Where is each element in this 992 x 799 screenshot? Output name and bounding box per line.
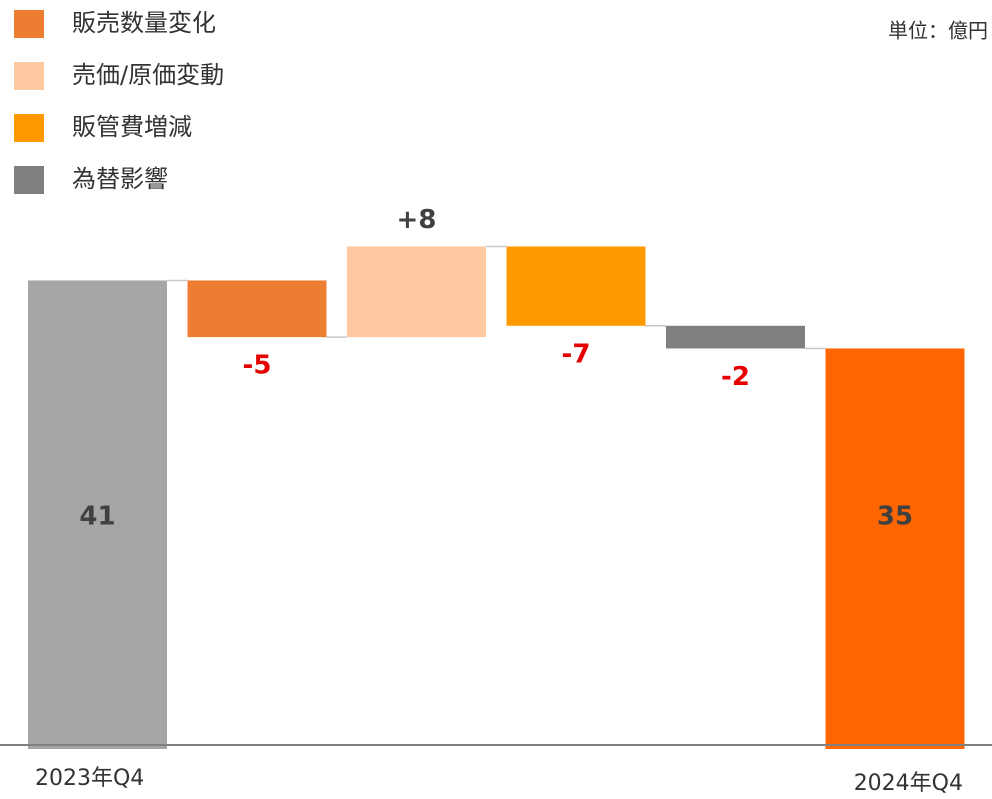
value-label: 35 [877,502,913,532]
bar [666,325,805,349]
value-label: -2 [721,362,750,392]
value-label: -7 [562,339,591,369]
legend-label: 為替影響 [72,165,168,193]
legend-label: 販管費増減 [72,113,192,141]
bar [347,246,486,338]
bar [506,246,646,326]
legend-swatch [14,114,44,142]
unit-label: 単位：億円 [888,19,988,43]
value-label: +8 [397,205,437,235]
x-tick-label: 2023年Q4 [35,766,144,791]
bar [187,280,327,338]
legend-label: 販売数量変化 [72,9,216,37]
bar [28,280,167,749]
legend-swatch [14,62,44,90]
legend-label: 売価/原価変動 [72,61,224,89]
value-label: -5 [243,351,272,381]
x-tick-label: 2024年Q4 [854,771,963,796]
value-label: 41 [79,502,115,532]
legend-swatch [14,166,44,194]
bar [825,348,965,749]
legend-swatch [14,10,44,38]
